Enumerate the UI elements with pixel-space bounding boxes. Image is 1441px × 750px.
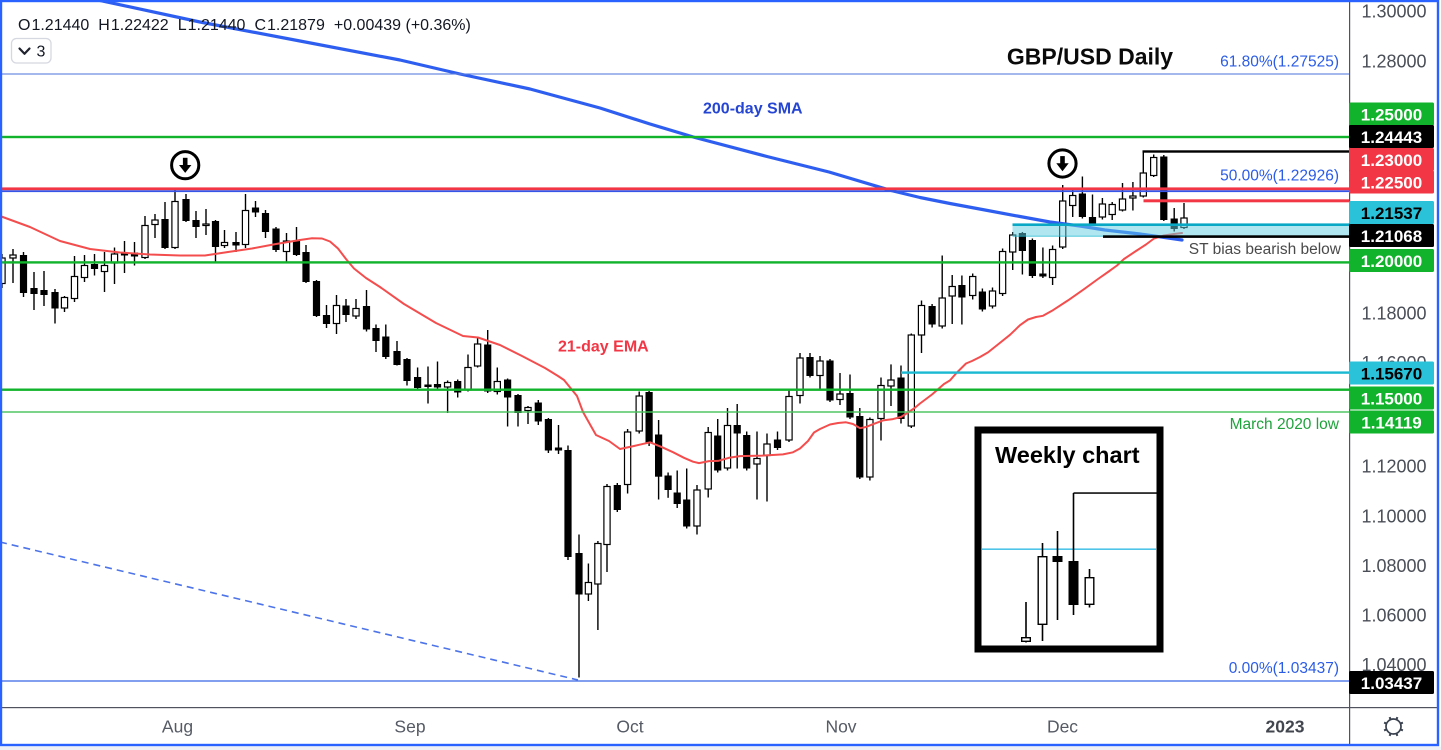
svg-text:Nov: Nov <box>825 717 856 737</box>
svg-text:1.18000: 1.18000 <box>1361 304 1426 324</box>
svg-text:Aug: Aug <box>162 717 193 737</box>
svg-text:21-day EMA: 21-day EMA <box>558 339 649 356</box>
svg-text:0.00%(1.03437): 0.00%(1.03437) <box>1229 660 1339 677</box>
svg-text:61.80%(1.27525): 61.80%(1.27525) <box>1220 54 1339 71</box>
svg-text:200-day SMA: 200-day SMA <box>703 101 803 118</box>
svg-text:1.21537: 1.21537 <box>1361 204 1422 223</box>
svg-text:Weekly chart: Weekly chart <box>995 442 1140 468</box>
svg-text:1.21068: 1.21068 <box>1361 227 1422 246</box>
svg-text:March 2020 low: March 2020 low <box>1230 416 1340 433</box>
svg-text:1.22500: 1.22500 <box>1361 174 1422 193</box>
svg-text:1.24443: 1.24443 <box>1361 128 1422 147</box>
svg-text:1.06000: 1.06000 <box>1361 606 1426 626</box>
svg-text:1.15000: 1.15000 <box>1361 390 1422 409</box>
svg-text:1.30000: 1.30000 <box>1361 2 1426 22</box>
svg-text:1.08000: 1.08000 <box>1361 556 1426 576</box>
svg-text:2023: 2023 <box>1266 717 1305 737</box>
svg-text:1.10000: 1.10000 <box>1361 507 1426 527</box>
svg-text:3: 3 <box>37 44 46 61</box>
svg-text:Sep: Sep <box>394 717 425 737</box>
svg-text:1.12000: 1.12000 <box>1361 457 1426 477</box>
svg-text:1.20000: 1.20000 <box>1361 252 1422 271</box>
svg-text:1.25000: 1.25000 <box>1361 106 1422 125</box>
svg-text:1.23000: 1.23000 <box>1361 151 1422 170</box>
svg-text:ST bias bearish below: ST bias bearish below <box>1189 241 1342 258</box>
svg-text:GBP/USD Daily: GBP/USD Daily <box>1007 44 1173 70</box>
svg-text:1.15670: 1.15670 <box>1361 365 1422 384</box>
svg-text:1.04000: 1.04000 <box>1361 655 1426 675</box>
svg-text:Dec: Dec <box>1047 717 1078 737</box>
svg-text:1.28000: 1.28000 <box>1361 52 1426 72</box>
svg-text:50.00%(1.22926): 50.00%(1.22926) <box>1220 168 1339 185</box>
svg-text:1.14119: 1.14119 <box>1361 414 1422 433</box>
svg-text:1.03437: 1.03437 <box>1361 674 1422 693</box>
svg-text:Oct: Oct <box>616 717 643 737</box>
